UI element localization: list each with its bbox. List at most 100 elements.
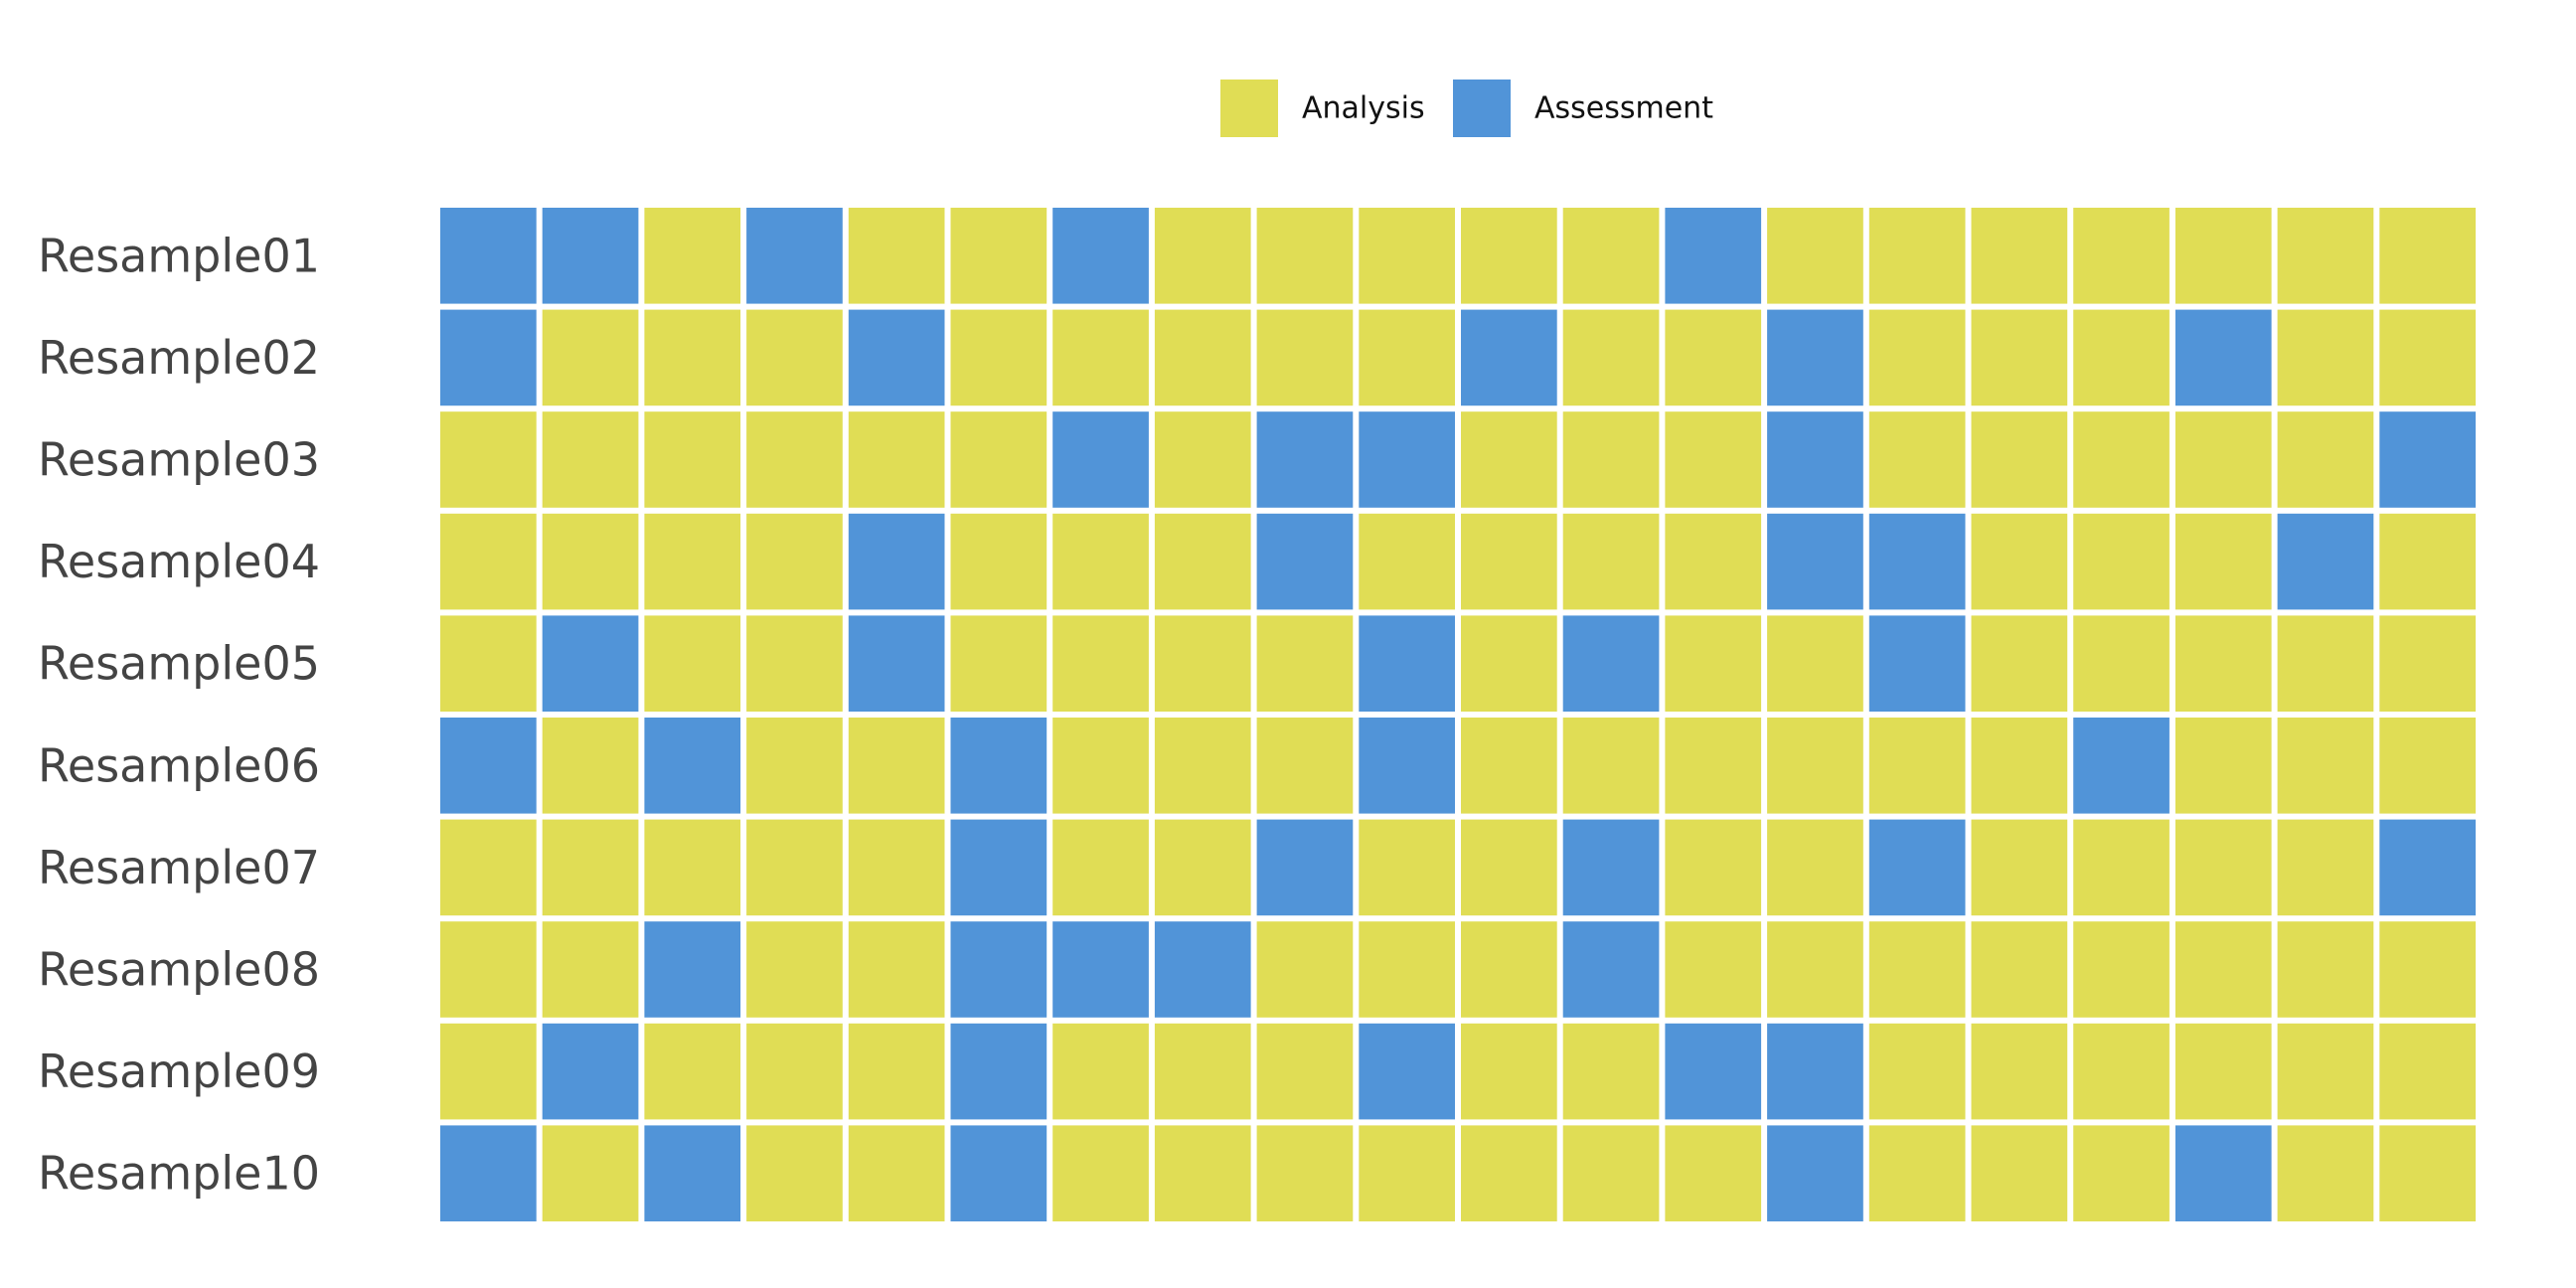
heatmap-cell <box>1665 1023 1762 1120</box>
heatmap-cell <box>644 718 741 814</box>
legend-swatch <box>1453 80 1511 137</box>
heatmap-cell <box>644 921 741 1018</box>
heatmap-cell <box>1461 411 1557 508</box>
heatmap-cell <box>542 208 639 304</box>
heatmap-cell <box>542 819 639 916</box>
heatmap-cell <box>1256 819 1354 916</box>
heatmap-cell <box>644 411 741 508</box>
heatmap-cell <box>950 1023 1047 1120</box>
heatmap-cell <box>1154 1023 1251 1120</box>
heatmap-cell <box>848 513 945 610</box>
heatmap-cell <box>2379 1023 2476 1120</box>
heatmap-cell <box>848 411 945 508</box>
heatmap-cell <box>1868 411 1966 508</box>
heatmap-cell <box>1154 208 1251 304</box>
heatmap-cell <box>2174 921 2272 1018</box>
heatmap-cell <box>1868 921 1966 1018</box>
heatmap-cell <box>2174 718 2272 814</box>
heatmap-cell <box>1868 718 1966 814</box>
heatmap-cell <box>440 718 537 814</box>
heatmap-cell <box>1461 513 1557 610</box>
heatmap-cell <box>1562 718 1660 814</box>
heatmap-cell <box>1359 1125 1455 1221</box>
heatmap-cell <box>440 208 537 304</box>
heatmap-cell <box>1665 513 1762 610</box>
heatmap-cell <box>1971 513 2068 610</box>
heatmap-cell <box>746 513 843 610</box>
heatmap-cell <box>1256 921 1354 1018</box>
heatmap-cell <box>1359 921 1455 1018</box>
heatmap-cell <box>2277 411 2374 508</box>
heatmap-cell <box>1562 921 1660 1018</box>
heatmap-cell <box>1767 819 1863 916</box>
heatmap-cell <box>1256 718 1354 814</box>
heatmap-cell <box>2277 615 2374 712</box>
legend: Analysis Assessment <box>1220 80 1713 137</box>
heatmap-cell <box>1767 513 1863 610</box>
heatmap-cell <box>2174 309 2272 406</box>
heatmap-cell <box>2379 718 2476 814</box>
heatmap-cell <box>2277 208 2374 304</box>
heatmap-cell <box>1256 208 1354 304</box>
row-label: Resample09 <box>38 1045 320 1098</box>
heatmap-cell <box>1562 615 1660 712</box>
heatmap-cell <box>2379 411 2476 508</box>
heatmap-cell <box>1665 309 1762 406</box>
heatmap-cell <box>1052 921 1149 1018</box>
heatmap-cell <box>2277 718 2374 814</box>
heatmap-cell <box>1665 718 1762 814</box>
heatmap-cell <box>542 718 639 814</box>
row-label: Resample01 <box>38 229 320 282</box>
heatmap-cell <box>1868 309 1966 406</box>
heatmap-cell <box>1868 1023 1966 1120</box>
heatmap-cell <box>440 819 537 916</box>
heatmap-cell <box>848 921 945 1018</box>
heatmap-cell <box>1256 1125 1354 1221</box>
heatmap-cell <box>746 921 843 1018</box>
heatmap-cell <box>2379 615 2476 712</box>
heatmap-cell <box>1256 411 1354 508</box>
heatmap-cell <box>1868 615 1966 712</box>
heatmap-cell <box>542 513 639 610</box>
heatmap-cell <box>1971 1023 2068 1120</box>
heatmap-cell <box>2073 513 2170 610</box>
row-labels: Resample01 Resample02 Resample03 Resample04… <box>38 229 320 1200</box>
heatmap-cell <box>2073 411 2170 508</box>
heatmap-cell <box>440 1023 537 1120</box>
heatmap-cell <box>2379 1125 2476 1221</box>
heatmap-cell <box>542 1023 639 1120</box>
heatmap-cell <box>1461 1125 1557 1221</box>
heatmap-cell <box>1154 1125 1251 1221</box>
heatmap-cell <box>2174 615 2272 712</box>
heatmap-cell <box>1154 718 1251 814</box>
heatmap-cell <box>1665 615 1762 712</box>
heatmap-cell <box>1359 513 1455 610</box>
heatmap-cell <box>1461 615 1557 712</box>
heatmap-cell <box>1562 1023 1660 1120</box>
heatmap-cell <box>1665 208 1762 304</box>
heatmap-cell <box>2379 921 2476 1018</box>
heatmap-cell <box>950 411 1047 508</box>
heatmap-cell <box>2073 1023 2170 1120</box>
legend-label: Assessment <box>1534 91 1713 126</box>
heatmap-cell <box>1052 208 1149 304</box>
heatmap-cell <box>746 309 843 406</box>
heatmap-cell <box>950 208 1047 304</box>
heatmap-cell <box>848 208 945 304</box>
heatmap-cell <box>440 1125 537 1221</box>
heatmap-cell <box>2379 513 2476 610</box>
heatmap-cell <box>1767 921 1863 1018</box>
heatmap-cell <box>1971 309 2068 406</box>
heatmap-cell <box>1767 615 1863 712</box>
heatmap-cell <box>950 513 1047 610</box>
heatmap-cell <box>1256 309 1354 406</box>
heatmap-cell <box>1052 718 1149 814</box>
heatmap-cell <box>1052 513 1149 610</box>
heatmap-cell <box>1562 513 1660 610</box>
legend-swatch <box>1220 80 1278 137</box>
heatmap-cell <box>1359 615 1455 712</box>
heatmap-cell <box>848 615 945 712</box>
row-label: Resample10 <box>38 1147 320 1201</box>
heatmap-cell <box>848 1125 945 1221</box>
